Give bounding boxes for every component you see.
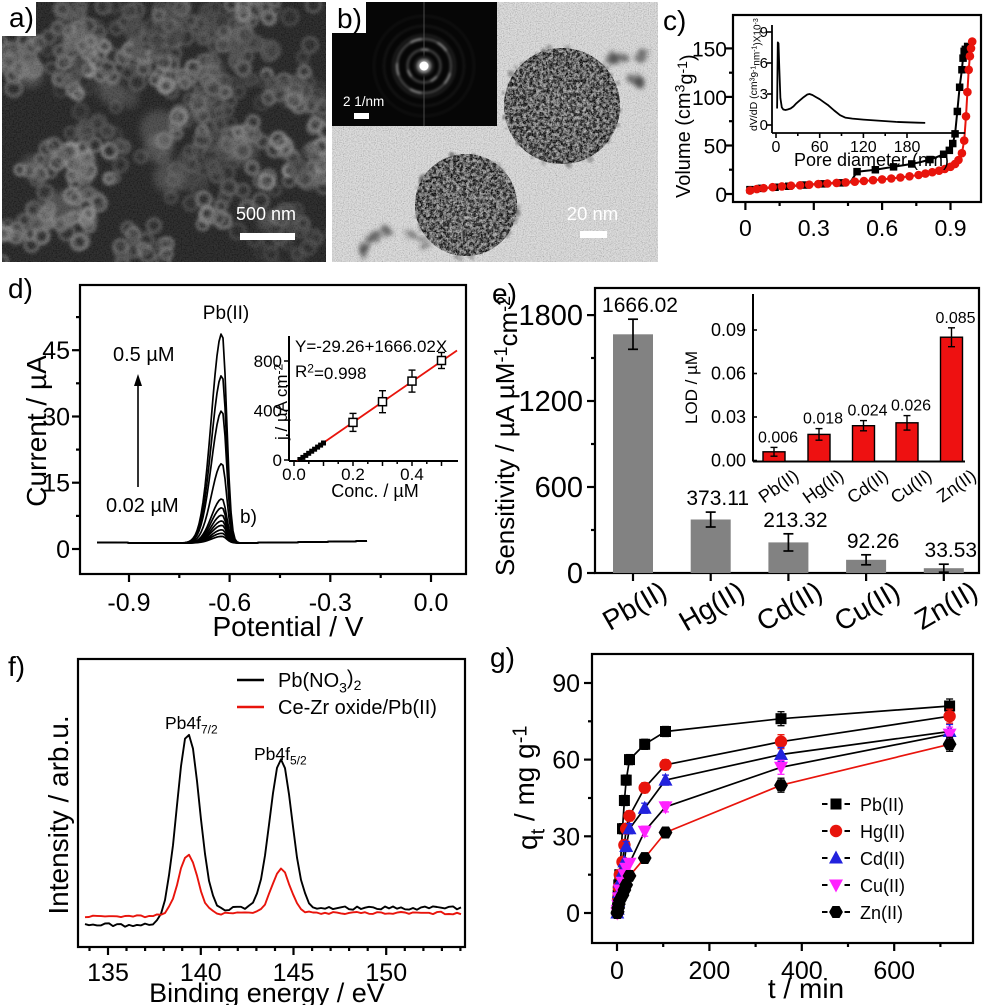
svg-text:0.03: 0.03	[711, 407, 746, 427]
svg-text:92.26: 92.26	[847, 530, 900, 553]
svg-text:30: 30	[552, 823, 580, 851]
svg-text:0: 0	[273, 451, 282, 470]
svg-text:150: 150	[365, 959, 407, 987]
svg-text:200: 200	[689, 957, 731, 985]
svg-text:Pb(II): Pb(II)	[860, 795, 904, 815]
svg-text:0.2: 0.2	[341, 465, 365, 484]
svg-text:-0.3: -0.3	[309, 589, 352, 617]
svg-text:t / min: t / min	[768, 973, 844, 1004]
svg-text:0: 0	[566, 900, 580, 928]
svg-text:0.026: 0.026	[891, 398, 931, 415]
svg-text:60: 60	[811, 139, 829, 156]
svg-text:Binding energy / eV: Binding energy / eV	[149, 978, 385, 1005]
svg-text:R2=0.998: R2=0.998	[295, 361, 366, 382]
svg-text:f): f)	[8, 651, 25, 682]
svg-text:100: 100	[692, 87, 727, 110]
svg-text:0.3: 0.3	[798, 215, 830, 241]
svg-text:0: 0	[760, 117, 768, 134]
svg-text:0.06: 0.06	[711, 364, 746, 384]
svg-text:1800: 1800	[518, 300, 583, 332]
svg-text:140: 140	[180, 959, 222, 987]
svg-text:600: 600	[535, 472, 583, 504]
svg-text:0.09: 0.09	[711, 320, 746, 340]
svg-text:20 nm: 20 nm	[567, 203, 618, 224]
svg-text:b): b)	[240, 507, 257, 528]
svg-text:Ce-Zr oxide/Pb(II): Ce-Zr oxide/Pb(II)	[278, 697, 437, 719]
svg-text:0.085: 0.085	[935, 310, 975, 327]
svg-text:0: 0	[739, 215, 752, 241]
svg-text:600: 600	[873, 957, 915, 985]
svg-text:0.9: 0.9	[935, 215, 967, 241]
svg-text:Current / µA: Current / µA	[21, 355, 52, 507]
svg-text:Cd(II): Cd(II)	[860, 849, 905, 869]
svg-text:Pb(NO3)2: Pb(NO3)2	[278, 668, 362, 696]
svg-text:0: 0	[715, 184, 727, 207]
svg-text:Zn(II): Zn(II)	[860, 903, 903, 923]
svg-text:Potential / V: Potential / V	[213, 611, 364, 642]
svg-text:Intensity / arb.u.: Intensity / arb.u.	[43, 715, 74, 914]
svg-text:60: 60	[552, 747, 580, 775]
svg-text:0.5 µM: 0.5 µM	[113, 344, 175, 366]
svg-text:0: 0	[56, 536, 70, 564]
svg-text:Pb4f7/2: Pb4f7/2	[165, 713, 218, 737]
svg-text:0.02 µM: 0.02 µM	[106, 495, 179, 517]
svg-text:0.0: 0.0	[282, 465, 306, 484]
svg-text:400: 400	[781, 957, 823, 985]
svg-text:120: 120	[850, 139, 877, 156]
svg-text:15: 15	[42, 470, 70, 498]
svg-text:0: 0	[567, 558, 583, 590]
svg-text:-0.6: -0.6	[208, 589, 251, 617]
svg-text:90: 90	[552, 670, 580, 698]
svg-text:0.4: 0.4	[400, 465, 424, 484]
svg-text:Conc. / µM: Conc. / µM	[331, 481, 418, 501]
svg-text:500 nm: 500 nm	[236, 204, 296, 224]
svg-text:1200: 1200	[518, 386, 583, 418]
svg-text:45: 45	[42, 337, 70, 365]
svg-text:213.32: 213.32	[763, 509, 827, 532]
svg-text:qt / mg g-1: qt / mg g-1	[509, 725, 550, 850]
svg-text:Cu(II): Cu(II)	[860, 876, 905, 896]
svg-text:0.006: 0.006	[758, 429, 798, 446]
svg-text:LOD / µM: LOD / µM	[682, 351, 701, 424]
svg-text:Pore diameter (nm): Pore diameter (nm)	[794, 150, 949, 170]
svg-text:180: 180	[894, 139, 921, 156]
svg-text:b): b)	[337, 3, 362, 34]
svg-text:g): g)	[490, 642, 515, 673]
svg-text:33.53: 33.53	[925, 539, 978, 562]
svg-text:0.6: 0.6	[866, 215, 898, 241]
svg-text:30: 30	[42, 403, 70, 431]
svg-text:0.0: 0.0	[414, 589, 449, 617]
svg-text:0: 0	[772, 139, 781, 156]
svg-text:6: 6	[760, 55, 768, 72]
svg-text:135: 135	[87, 959, 129, 987]
svg-text:3: 3	[760, 86, 768, 103]
svg-text:Volume (cm3g-1): Volume (cm3g-1)	[672, 54, 700, 198]
svg-text:400: 400	[254, 401, 282, 420]
svg-text:0.00: 0.00	[711, 451, 746, 471]
svg-text:1666.02: 1666.02	[602, 294, 678, 317]
svg-text:-0.9: -0.9	[107, 589, 150, 617]
svg-text:0.024: 0.024	[847, 403, 887, 420]
svg-text:c): c)	[663, 5, 686, 36]
svg-text:Hg(II): Hg(II)	[860, 822, 905, 842]
svg-text:145: 145	[273, 959, 315, 987]
svg-text:800: 800	[254, 352, 282, 371]
svg-text:50: 50	[704, 135, 727, 158]
svg-text:d): d)	[8, 273, 33, 304]
svg-text:a): a)	[9, 2, 34, 33]
svg-text:373.11: 373.11	[686, 487, 749, 510]
svg-text:dV/dD (cm39-1nm-1)X10-3: dV/dD (cm39-1nm-1)X10-3	[748, 18, 763, 131]
svg-text:j / µA cm-2: j / µA cm-2	[271, 363, 291, 441]
svg-text:0.018: 0.018	[803, 411, 843, 428]
svg-text:e): e)	[492, 278, 517, 309]
svg-text:9: 9	[760, 24, 768, 41]
svg-text:Pb4f5/2: Pb4f5/2	[254, 744, 307, 768]
svg-text:0: 0	[610, 957, 624, 985]
svg-text:Pb(II): Pb(II)	[203, 303, 249, 324]
svg-text:Sensitivity / µA µM-1cm-2: Sensitivity / µA µM-1cm-2	[490, 296, 523, 576]
svg-text:2 1/nm: 2 1/nm	[343, 94, 384, 109]
svg-text:150: 150	[692, 38, 727, 61]
svg-text:Y=-29.26+1666.02X: Y=-29.26+1666.02X	[295, 337, 447, 356]
